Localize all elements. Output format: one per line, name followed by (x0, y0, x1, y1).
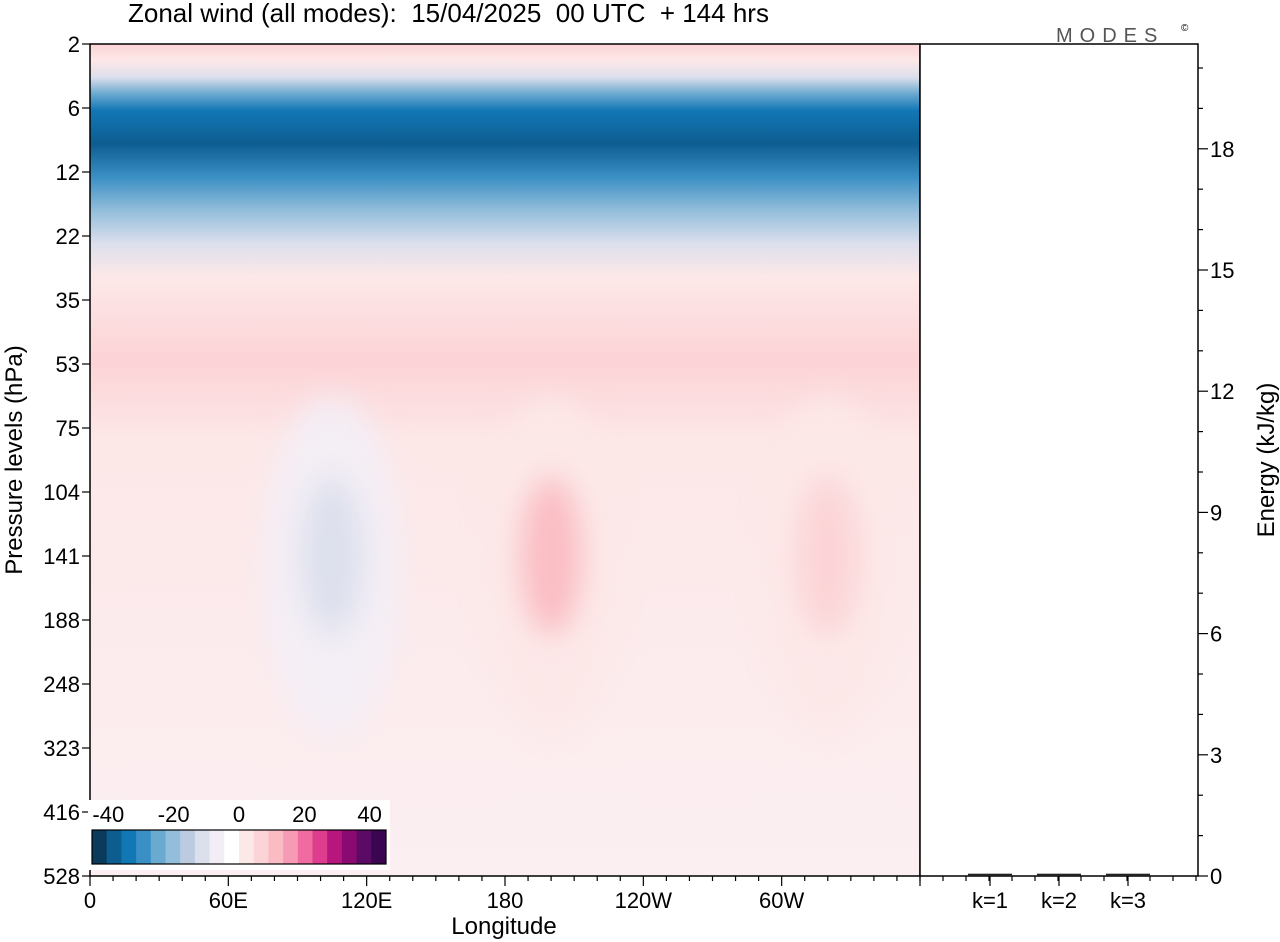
pressure-tick-label: 416 (43, 800, 80, 825)
pressure-tick-label: 188 (43, 608, 80, 633)
y-axis-label: Pressure levels (hPa) (1, 345, 28, 574)
colorbar-swatch (136, 830, 152, 864)
colorbar-tick-label: 40 (357, 802, 381, 827)
pressure-tick-label: 22 (56, 224, 80, 249)
longitude-tick-label: 0 (84, 888, 96, 913)
easterly_min-core (300, 476, 365, 636)
pressure-tick-label: 323 (43, 736, 80, 761)
westerly_max-core (519, 476, 584, 636)
energy-bar (968, 873, 1012, 877)
colorbar-swatch (224, 830, 240, 864)
colorbar-swatch (180, 830, 196, 864)
x-axis-label: Longitude (451, 913, 556, 940)
colorbar: -40 -20 0 20 40 (88, 800, 390, 870)
energy-bar (1106, 873, 1150, 877)
pressure-tick-label: 12 (56, 160, 80, 185)
colorbar-tick-label: 20 (292, 802, 316, 827)
modes-logo-watermark: MODES (1056, 25, 1164, 47)
pressure-tick-label: 75 (56, 416, 80, 441)
longitude-tick-label: 180 (487, 888, 524, 913)
colorbar-tick-label: -40 (92, 802, 124, 827)
colorbar-swatch (150, 830, 166, 864)
energy-panel-frame (919, 43, 1199, 877)
colorbar-swatch (312, 830, 328, 864)
energy-tick-label: 6 (1210, 622, 1222, 647)
colorbar-swatch (297, 830, 313, 864)
wavenumber-label: k=3 (1110, 888, 1146, 913)
longitude-tick-label: 120E (341, 888, 392, 913)
colorbar-tick-label: 0 (233, 802, 245, 827)
logo-copyright-mark: © (1181, 23, 1189, 34)
pressure-tick-label: 141 (43, 544, 80, 569)
colorbar-swatch (253, 830, 269, 864)
heatmap-features (262, 396, 898, 736)
colorbar-swatch (121, 830, 137, 864)
colorbar-swatch (106, 830, 122, 864)
colorbar-swatch (194, 830, 211, 864)
colorbar-swatch (327, 830, 343, 864)
energy-bar (1037, 873, 1081, 877)
colorbar-swatch (341, 830, 358, 864)
longitude-axis: 0 60E 120E 180 120W 60W (84, 876, 921, 913)
energy-tick-label: 3 (1210, 743, 1222, 768)
pressure-axis: 2 6 12 22 35 53 75 104 141 188 248 323 416 528 (43, 32, 90, 889)
pressure-tick-label: 104 (43, 480, 80, 505)
pressure-tick-label: 2 (68, 32, 80, 57)
colorbar-swatch (92, 830, 108, 864)
colorbar-swatch (239, 830, 255, 864)
pressure-tick-label: 248 (43, 672, 80, 697)
energy-panel (919, 43, 1199, 877)
energy-tick-label: 9 (1210, 500, 1222, 525)
longitude-tick-label: 120W (615, 888, 673, 913)
wavenumber-label: k=1 (972, 888, 1008, 913)
energy-tick-label: 12 (1210, 379, 1234, 404)
colorbar-tick-label: -20 (158, 802, 190, 827)
heatmap-plot-area (90, 44, 920, 876)
energy-tick-label: 18 (1210, 137, 1234, 162)
energy-axis-label: Energy (kJ/kg) (1253, 383, 1280, 538)
energy-axis: 0 3 6 9 12 15 18 (1198, 67, 1234, 889)
longitude-tick-label: 60W (759, 888, 804, 913)
pressure-tick-label: 35 (56, 288, 80, 313)
energy-tick-label: 0 (1210, 864, 1222, 889)
colorbar-swatch (268, 830, 284, 864)
colorbar-frame (91, 829, 387, 865)
westerly_max-core (795, 476, 860, 636)
pressure-tick-label: 6 (68, 96, 80, 121)
pressure-tick-label: 528 (43, 864, 80, 889)
colorbar-swatch (165, 830, 181, 864)
colorbar-swatch (371, 830, 387, 864)
colorbar-swatch (283, 830, 299, 864)
wavenumber-axis: k=1 k=2 k=3 (919, 876, 1197, 913)
wavenumber-label: k=2 (1041, 888, 1077, 913)
colorbar-swatch (209, 830, 225, 864)
energy-bars (968, 873, 1150, 877)
chart-title: Zonal wind (all modes): 15/04/2025 00 UT… (128, 0, 769, 28)
longitude-tick-label: 60E (209, 888, 248, 913)
energy-tick-label: 15 (1210, 258, 1234, 283)
colorbar-swatch (356, 830, 372, 864)
pressure-tick-label: 53 (56, 352, 80, 377)
